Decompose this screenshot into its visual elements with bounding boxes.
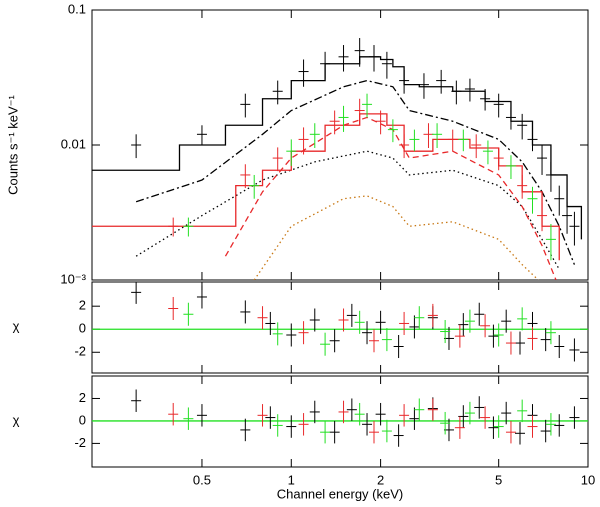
y-tick-label: -2	[74, 344, 86, 359]
y-tick-label: 2	[79, 390, 86, 405]
y-tick-label: 0	[79, 321, 86, 336]
y-tick-label: 0.01	[61, 136, 86, 151]
y-tick-label: 2	[79, 298, 86, 313]
y-axis-label: Counts s⁻¹ keV⁻¹	[5, 94, 20, 194]
x-tick-label: 0.5	[193, 472, 211, 487]
x-tick-label: 2	[377, 472, 384, 487]
x-tick-label: 5	[495, 472, 502, 487]
x-tick-label: 10	[581, 472, 595, 487]
x-axis-label: Channel energy (keV)	[277, 486, 403, 501]
y-axis-label: χ	[13, 318, 20, 333]
model-line	[92, 56, 583, 240]
model-line	[135, 150, 560, 270]
plot-frame	[91, 9, 589, 281]
y-axis-label: χ	[13, 412, 20, 427]
model-line	[224, 116, 557, 280]
y-tick-label: 0.1	[68, 1, 86, 16]
y-tick-label: -2	[74, 435, 86, 450]
x-tick-label: 1	[288, 472, 295, 487]
model-line	[135, 79, 576, 265]
y-tick-label: 0	[79, 412, 86, 427]
y-tick-label: 10⁻³	[60, 271, 86, 286]
plot-frame	[91, 281, 589, 374]
model-line	[253, 195, 539, 280]
